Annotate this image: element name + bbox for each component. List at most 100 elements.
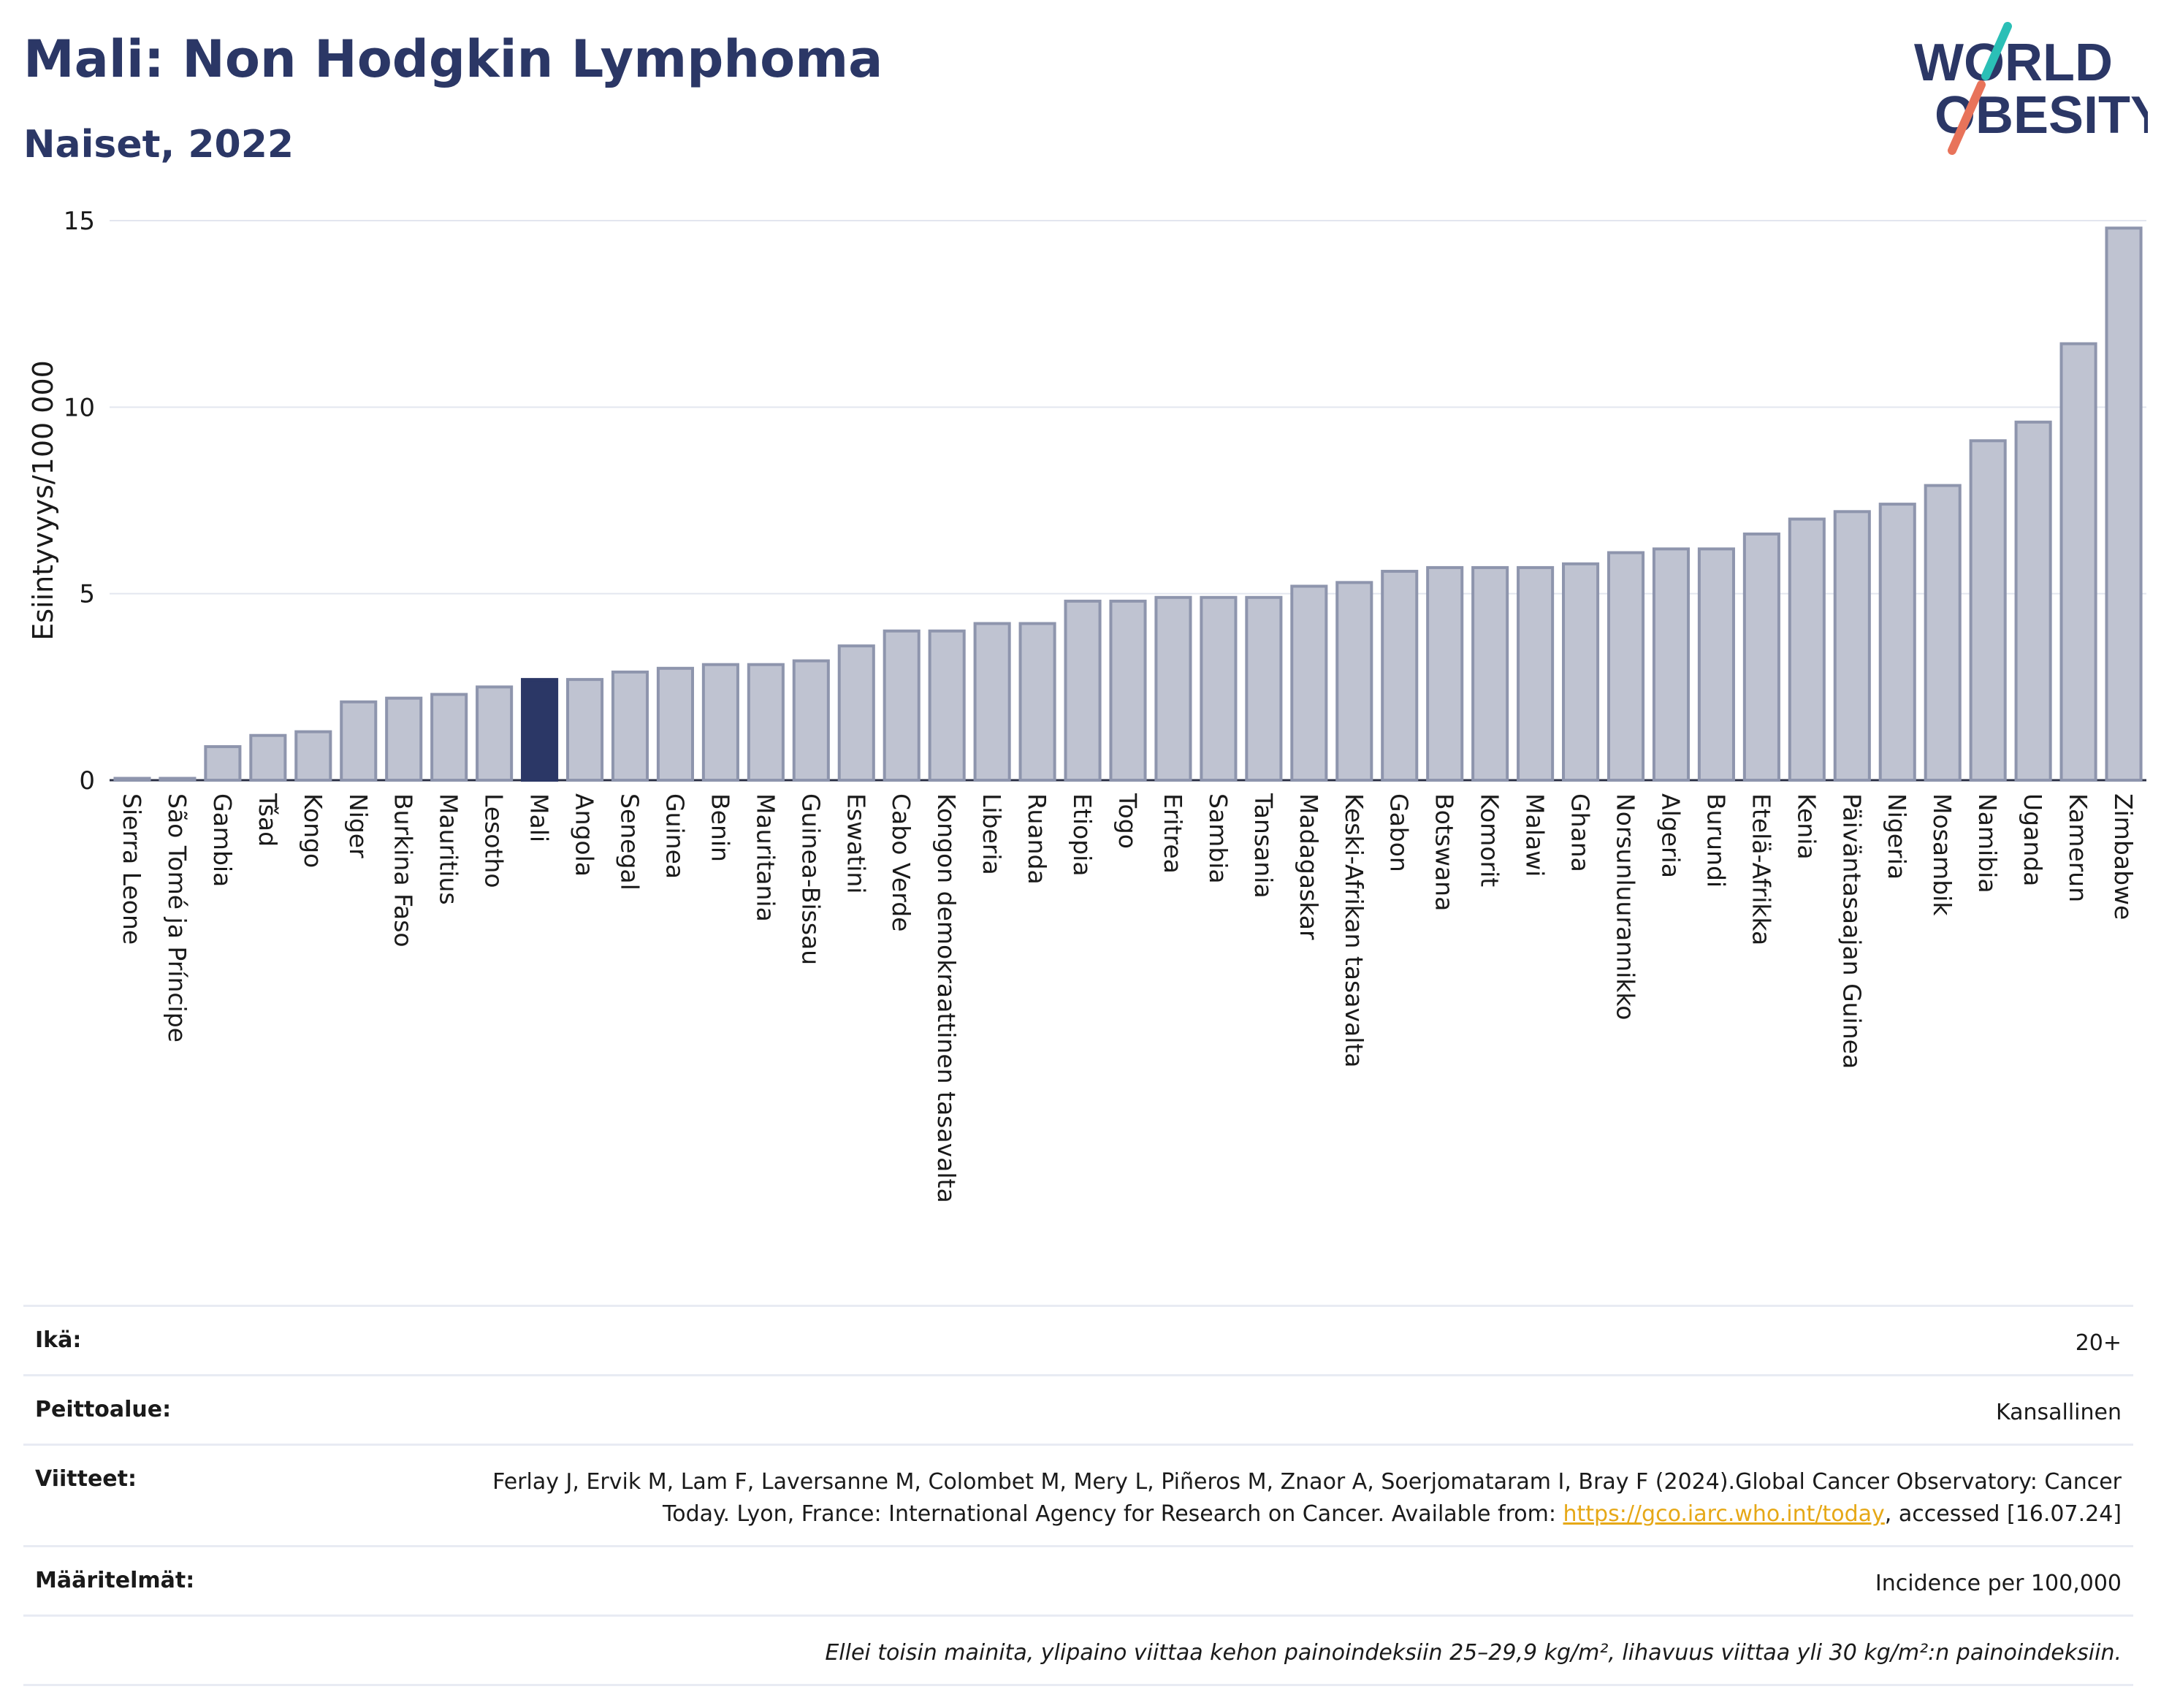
y-axis-label: Esiintyvyys/100 000: [27, 360, 59, 641]
gco-link[interactable]: https://gco.iarc.who.int/today: [1563, 1501, 1885, 1527]
y-tick-label: 10: [64, 393, 95, 422]
x-tick-label: São Tomé ja Príncipe: [163, 793, 191, 1042]
meta-coverage-label: Peittoalue:: [35, 1397, 172, 1422]
bar-chart: 0 5 10 15 Sierra Leone São Tomé ja Príncipe G…: [27, 207, 2146, 1203]
bar-cabo-verde: [883, 629, 921, 782]
bar-algeria: [1652, 547, 1691, 782]
y-axis-ticks: 0 5 10 15: [64, 207, 95, 796]
meta-note: Ellei toisin mainita, ylipaino viittaa k…: [825, 1640, 2122, 1666]
world-obesity-logo: WORLD OBESITY: [1914, 22, 2148, 155]
bar-angola: [565, 678, 604, 782]
y-tick-label: 0: [79, 766, 95, 796]
bar-kamerun: [2059, 342, 2097, 782]
x-tick-label: Gambia: [208, 793, 237, 887]
bar-sierra-leone: [113, 777, 151, 782]
x-tick-label: Burkina Faso: [389, 793, 418, 948]
x-axis-labels: Sierra Leone São Tomé ja Príncipe Gambia Tš…: [118, 793, 2138, 1203]
bar-kongo: [294, 730, 332, 782]
bar-etelä-afrikka: [1742, 532, 1780, 782]
bar-gambia: [204, 745, 242, 782]
bar-eswatini: [837, 644, 875, 782]
x-tick-label: Norsunluurannikko: [1612, 793, 1640, 1021]
x-tick-label: Zimbabwe: [2109, 793, 2138, 920]
x-tick-label: Etiopia: [1068, 793, 1097, 877]
bar-t-ad: [249, 733, 287, 782]
x-tick-label: Eritrea: [1159, 793, 1187, 874]
bar-norsunluurannikko: [1607, 551, 1645, 782]
bar-nigeria: [1878, 503, 1916, 782]
meta-defs-value: Incidence per 100,000: [1875, 1571, 2122, 1596]
meta-row-coverage: Peittoalue: Kansallinen: [23, 1374, 2133, 1444]
meta-row-definitions: Määritelmät: Incidence per 100,000: [23, 1545, 2133, 1614]
bar-burkina-faso: [385, 696, 423, 782]
logo-slash-teal: [1981, 22, 2012, 80]
x-tick-label: Madagaskar: [1295, 793, 1323, 940]
x-tick-label: Kongo: [299, 793, 327, 868]
meta-age-value: 20+: [2075, 1330, 2122, 1356]
x-tick-label: Kenia: [1792, 793, 1821, 860]
x-tick-label: Etelä-Afrikka: [1747, 793, 1775, 945]
bar-kenia: [1788, 517, 1826, 782]
meta-coverage-value: Kansallinen: [1995, 1400, 2122, 1425]
x-tick-label: Kamerun: [2064, 793, 2092, 902]
bar-zimbabwe: [2105, 226, 2143, 782]
bar-ghana: [1562, 562, 1600, 782]
meta-refs-accessed: , accessed [16.07.24]: [1884, 1501, 2122, 1527]
y-tick-label: 15: [64, 207, 95, 236]
x-tick-label: Kongon demokraattinen tasavalta: [932, 793, 961, 1203]
bar-mali: [521, 678, 559, 782]
logo-line-1: WORLD: [1914, 34, 2113, 92]
x-tick-label: Lesotho: [480, 793, 508, 888]
x-tick-label: Tšad: [254, 793, 282, 847]
x-tick-label: Senegal: [615, 793, 644, 891]
bar-keski-afrikan-tasavalta: [1335, 581, 1373, 782]
bar-eritrea: [1154, 595, 1192, 782]
y-tick-label: 5: [79, 580, 95, 609]
bar-s-o-tomé-ja-príncipe: [159, 777, 197, 782]
bar-liberia: [973, 622, 1011, 782]
bar-togo: [1109, 599, 1147, 782]
x-tick-label: Liberia: [977, 793, 1006, 875]
x-tick-label: Gabon: [1385, 793, 1414, 872]
chart-title: Mali: Non Hodgkin Lymphoma: [23, 29, 883, 89]
bar-tansania: [1245, 595, 1283, 782]
x-tick-label: Uganda: [2019, 793, 2047, 886]
x-tick-label: Togo: [1113, 793, 1142, 849]
x-tick-label: Angola: [571, 793, 599, 877]
x-tick-label: Ruanda: [1023, 793, 1051, 885]
x-tick-label: Malawi: [1521, 793, 1550, 877]
x-tick-label: Tansania: [1249, 793, 1278, 899]
meta-refs-value: Ferlay J, Ervik M, Lam F, Laversanne M, …: [441, 1466, 2122, 1530]
bar-guinea-bissau: [792, 659, 830, 782]
bar-etiopia: [1064, 599, 1102, 782]
logo-slash-coral: [1948, 80, 1986, 155]
x-tick-label: Guinea-Bissau: [796, 793, 825, 965]
meta-row-age: Ikä: 20+: [23, 1305, 2133, 1374]
x-tick-label: Nigeria: [1883, 793, 1911, 880]
bar-guinea: [656, 666, 694, 782]
meta-row-note: Ellei toisin mainita, ylipaino viittaa k…: [23, 1614, 2133, 1686]
x-tick-label: Algeria: [1656, 793, 1685, 878]
meta-age-label: Ikä:: [35, 1327, 82, 1353]
x-tick-label: Sambia: [1204, 793, 1232, 884]
bar-burundi: [1697, 547, 1735, 782]
x-tick-label: Ghana: [1566, 793, 1595, 872]
x-tick-label: Mosambik: [1928, 793, 1956, 916]
bar-uganda: [2014, 420, 2052, 782]
x-tick-label: Komorit: [1476, 793, 1504, 887]
meta-row-references: Viitteet: Ferlay J, Ervik M, Lam F, Lave…: [23, 1444, 2133, 1545]
x-tick-label: Guinea: [660, 793, 689, 879]
meta-refs-text: Ferlay J, Ervik M, Lam F, Laversanne M, …: [492, 1469, 2122, 1527]
x-tick-label: Niger: [344, 793, 373, 858]
bar-senegal: [611, 670, 649, 782]
x-tick-label: Cabo Verde: [887, 793, 915, 931]
chart-subtitle: Naiset, 2022: [23, 123, 294, 167]
bar-gabon: [1381, 570, 1419, 782]
x-tick-label: Burundi: [1701, 793, 1730, 888]
x-tick-label: Benin: [706, 793, 734, 862]
meta-refs-label: Viitteet:: [35, 1466, 137, 1492]
x-tick-label: Eswatini: [842, 793, 870, 893]
x-tick-label: Päiväntasaajan Guinea: [1837, 793, 1866, 1069]
bar-päiväntasaajan-guinea: [1833, 510, 1871, 782]
bar-malawi: [1517, 565, 1555, 782]
